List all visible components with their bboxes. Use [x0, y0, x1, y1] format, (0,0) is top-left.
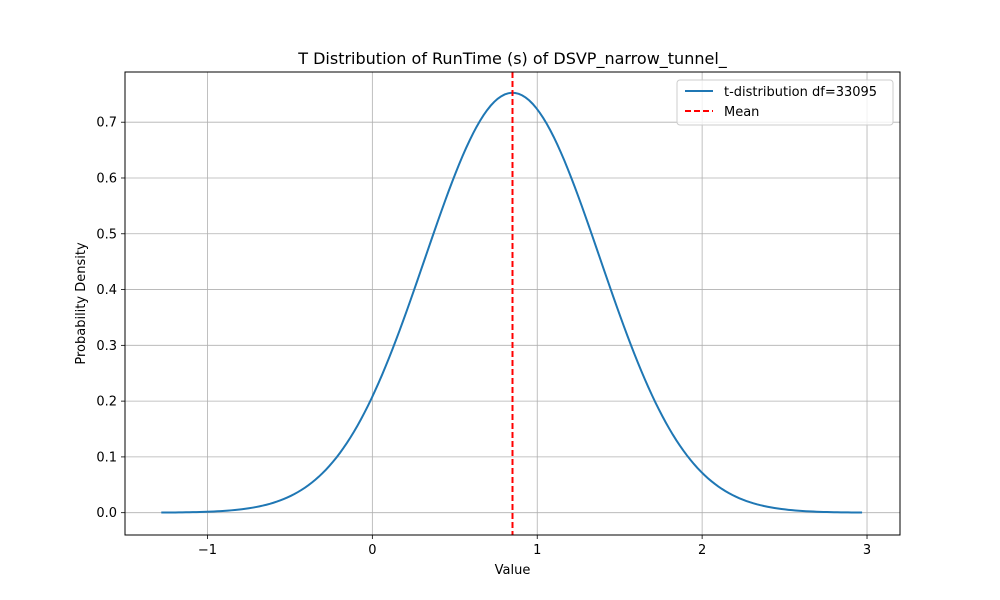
x-tick-label: 1: [533, 543, 541, 558]
x-axis-label: Value: [495, 563, 531, 578]
legend-box: [676, 79, 894, 126]
y-tick-label: 0.1: [96, 450, 117, 465]
y-tick-label: 0.0: [96, 506, 117, 521]
x-tick-label: −1: [198, 543, 217, 558]
y-tick-label: 0.3: [96, 339, 117, 354]
plot-area-frame: [124, 71, 901, 536]
chart-title: T Distribution of RunTime (s) of DSVP_na…: [297, 49, 728, 69]
x-tick-label: 0: [368, 543, 376, 558]
x-tick-label: 3: [863, 543, 871, 558]
y-tick-label: 0.4: [96, 283, 117, 298]
y-tick-label: 0.5: [96, 227, 117, 242]
legend-label-mean: Mean: [724, 105, 759, 120]
x-tick-label: 2: [698, 543, 706, 558]
axis-ticks: −1 0 1 2 3 0.0 0.1 0.2 0.3 0.4 0.5 0.6 0.7: [96, 116, 871, 558]
plot-series: [161, 72, 863, 535]
legend: t-distribution df=33095 Mean: [676, 79, 894, 126]
y-tick-label: 0.6: [96, 171, 117, 186]
y-tick-label: 0.7: [96, 116, 117, 131]
y-tick-label: 0.2: [96, 395, 117, 410]
y-axis-label: Probability Density: [74, 242, 89, 365]
legend-label-t-distribution: t-distribution df=33095: [724, 85, 877, 100]
